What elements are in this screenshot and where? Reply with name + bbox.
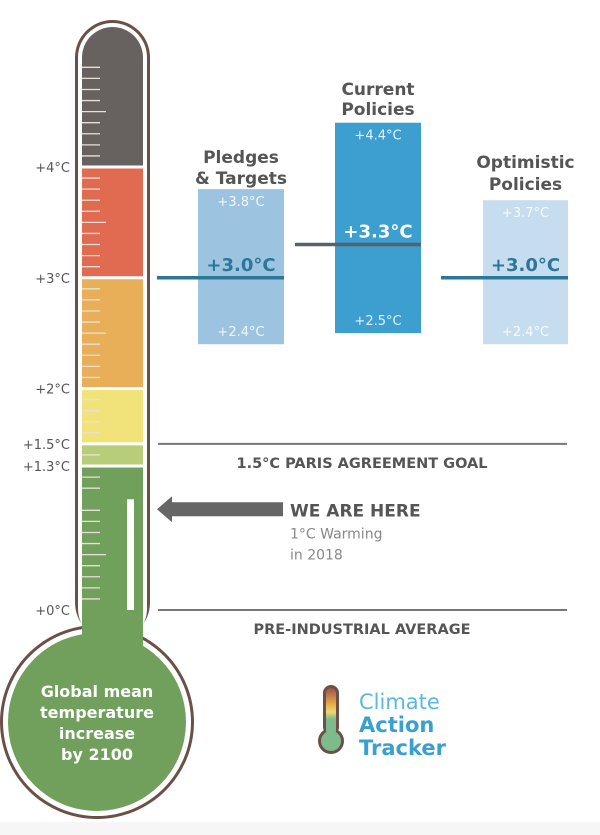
scenario-low-label: +2.5°C [354, 314, 401, 329]
scenario-median-label: +3.0°C [206, 255, 275, 276]
logo-text: Action [359, 713, 434, 737]
axis-tick-label: +2°C [35, 383, 70, 398]
annotation-text: 1°C Warming [290, 526, 382, 542]
thermometer-band-4 [82, 445, 143, 465]
axis-tick-label: +1.3°C [23, 460, 70, 475]
bulb-label: by 2100 [61, 745, 133, 764]
scenario-title: Policies [341, 100, 414, 120]
annotation-title: WE ARE HERE [290, 501, 421, 521]
scenario-title: Current [341, 80, 414, 100]
axis-tick-label: +4°C [35, 161, 70, 176]
scenario-title: Optimistic [476, 153, 574, 173]
axis-tick-label: +3°C [35, 272, 70, 287]
thermometer-band-3 [82, 390, 143, 443]
scenario-high-label: +3.8°C [217, 195, 264, 210]
scenario-low-label: +2.4°C [502, 325, 549, 340]
logo-thermometer-fill [326, 688, 336, 736]
bottom-strip [0, 822, 600, 835]
scenario-median-label: +3.3°C [343, 222, 412, 243]
reference-line-label: 1.5°C PARIS AGREEMENT GOAL [236, 456, 487, 472]
bulb-label: increase [59, 724, 135, 743]
thermometer-band-0 [82, 27, 143, 166]
logo-thermometer-bulb-fill [321, 731, 341, 751]
annotation-text: in 2018 [290, 547, 343, 563]
logo-text: Climate [359, 690, 440, 714]
scenario-high-label: +3.7°C [502, 206, 549, 221]
scenario-high-label: +4.4°C [354, 129, 401, 144]
current-warming-level [127, 499, 134, 610]
bulb-label: Global mean [41, 682, 154, 701]
scenario-title: Pledges [203, 148, 279, 168]
climate-action-tracker-logo [318, 685, 344, 754]
axis-tick-label: +0°C [35, 604, 70, 619]
axis-tick-label: +1.5°C [23, 438, 70, 453]
bulb-label: temperature [40, 703, 154, 722]
we-are-here-arrow-icon [157, 496, 283, 523]
scenario-low-label: +2.4°C [217, 325, 264, 340]
thermometer-bulb [8, 633, 186, 811]
scenario-title: & Targets [195, 169, 287, 189]
scenario-range-bar [335, 122, 421, 334]
reference-line-label: PRE-INDUSTRIAL AVERAGE [253, 622, 470, 638]
scenario-title: Policies [489, 175, 562, 195]
logo-text: Tracker [359, 736, 447, 760]
scenario-range-bar [198, 189, 284, 345]
scenario-median-label: +3.0°C [491, 255, 560, 276]
scenario-range-bar [483, 200, 568, 345]
